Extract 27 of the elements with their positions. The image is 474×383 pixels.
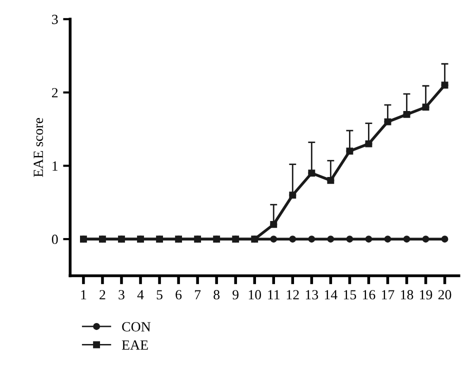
- x-tick-label: 20: [438, 290, 452, 300]
- x-tick-label: 5: [156, 290, 162, 300]
- x-tick-label: 17: [382, 290, 394, 300]
- legend-label: EAE: [122, 340, 148, 350]
- y-axis-title: EAE score: [34, 118, 44, 177]
- y-tick-label: 3: [52, 14, 58, 24]
- x-tick-label: 3: [118, 290, 124, 300]
- x-tick-label: 4: [137, 290, 144, 300]
- y-tick-label: 0: [52, 234, 58, 244]
- x-tick-label: 18: [401, 290, 414, 300]
- x-tick-label: 1: [81, 290, 86, 300]
- x-tick-label: 15: [344, 290, 356, 300]
- legend-label: CON: [122, 322, 151, 332]
- x-tick-label: 12: [286, 290, 299, 300]
- y-tick-label: 2: [52, 88, 58, 98]
- x-tick-label: 8: [214, 290, 220, 300]
- y-tick-label: 1: [52, 161, 58, 171]
- x-tick-label: 7: [195, 290, 201, 300]
- x-tick-label: 13: [306, 290, 318, 300]
- x-tick-label: 19: [420, 290, 432, 300]
- x-tick-label: 14: [324, 290, 338, 300]
- x-tick-label: 11: [268, 290, 280, 300]
- x-tick-label: 10: [248, 290, 262, 300]
- x-tick-label: 16: [362, 290, 376, 300]
- x-tick-label: 9: [232, 290, 238, 300]
- x-tick-label: 6: [176, 290, 182, 300]
- x-tick-label: 2: [100, 290, 106, 300]
